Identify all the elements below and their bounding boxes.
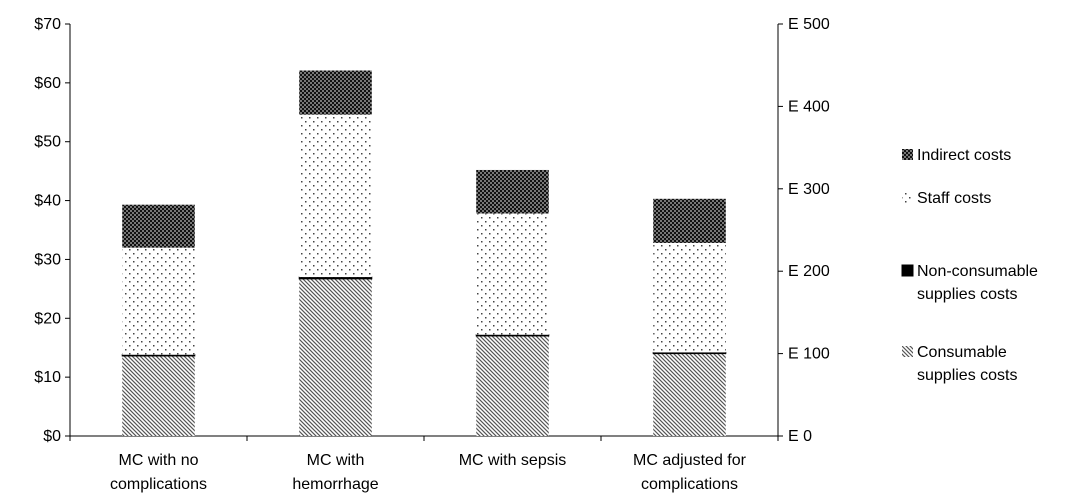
left-axis-tick-label: $70 bbox=[34, 16, 61, 33]
legend-swatch bbox=[902, 346, 913, 357]
legend-label: Indirect costs bbox=[917, 147, 1011, 164]
bar-segment-consumable-supplies-costs bbox=[299, 278, 372, 436]
category-labels: MC with no complications MC with hemorrhage… bbox=[110, 452, 747, 493]
bar-segment-non-consumable-supplies-costs bbox=[652, 351, 727, 355]
bar-segment-consumable-supplies-costs bbox=[476, 335, 549, 436]
left-axis-tick-label: $20 bbox=[34, 310, 61, 327]
left-axis-tick-label: $60 bbox=[34, 75, 61, 92]
left-axis-tick-label: $0 bbox=[43, 428, 61, 445]
category-label: MC with hemorrhage bbox=[292, 452, 378, 493]
legend-swatch bbox=[902, 192, 913, 203]
right-axis-tick-label: E 0 bbox=[788, 428, 812, 445]
bar-segment-staff-costs bbox=[122, 247, 195, 355]
left-axis-tick-label: $40 bbox=[34, 193, 61, 210]
bar-segment-indirect-costs bbox=[299, 70, 372, 115]
bar-segment-non-consumable-supplies-costs bbox=[121, 354, 196, 357]
bars bbox=[121, 70, 727, 436]
bar-segment-staff-costs bbox=[476, 213, 549, 335]
left-axis-tick-label: $30 bbox=[34, 251, 61, 268]
category-label: MC adjusted for complications bbox=[633, 452, 747, 493]
bar-segment-consumable-supplies-costs bbox=[653, 353, 726, 436]
legend-label: Non-consumable supplies costs bbox=[917, 263, 1038, 303]
legend: Indirect costs Staff costs Non-consumable s… bbox=[901, 147, 1038, 384]
bar-segment-staff-costs bbox=[299, 114, 372, 278]
right-axis-tick-label: E 500 bbox=[788, 16, 830, 33]
category-label: MC with sepsis bbox=[459, 452, 567, 469]
category-label: MC with no complications bbox=[110, 452, 207, 493]
right-axis-tick-label: E 100 bbox=[788, 346, 830, 363]
left-axis-tick-label: $10 bbox=[34, 369, 61, 386]
right-axis-tick-label: E 400 bbox=[788, 98, 830, 115]
bar-segment-staff-costs bbox=[653, 242, 726, 353]
legend-swatch bbox=[902, 149, 913, 160]
legend-swatch bbox=[901, 264, 914, 277]
bar-segment-indirect-costs bbox=[653, 198, 726, 243]
left-axis-tick-label: $50 bbox=[34, 134, 61, 151]
bar-segment-indirect-costs bbox=[122, 204, 195, 248]
right-axis-tick-label: E 300 bbox=[788, 181, 830, 198]
bar-segment-indirect-costs bbox=[476, 169, 549, 214]
bar-segment-consumable-supplies-costs bbox=[122, 355, 195, 436]
right-axis-tick-label: E 200 bbox=[788, 263, 830, 280]
bar-segment-non-consumable-supplies-costs bbox=[475, 334, 550, 337]
bar-segment-non-consumable-supplies-costs bbox=[298, 276, 373, 280]
legend-label: Consumable supplies costs bbox=[917, 344, 1018, 384]
legend-label: Staff costs bbox=[917, 190, 991, 207]
